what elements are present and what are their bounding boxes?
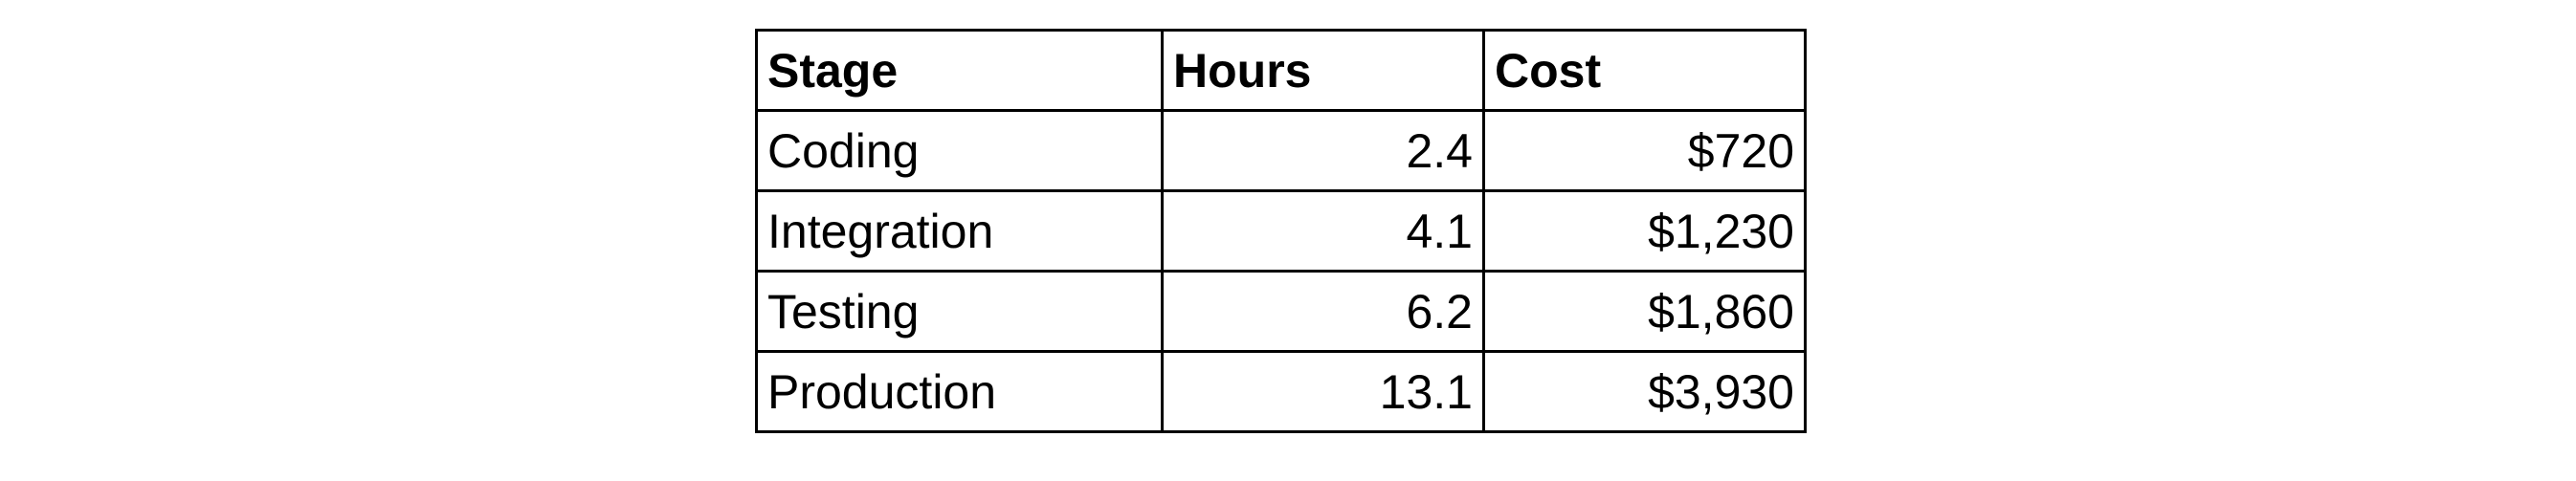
hours-cell: 4.1 (1161, 189, 1485, 273)
cost-cell: $1,860 (1482, 270, 1807, 353)
cost-cell: $1,230 (1482, 189, 1807, 273)
stage-cost-table: Stage Hours Cost Coding 2.4 $720 Integra… (755, 29, 1807, 433)
table-row: Integration 4.1 $1,230 (755, 189, 1807, 273)
table-row: Production 13.1 $3,930 (755, 350, 1807, 433)
table-row: Testing 6.2 $1,860 (755, 270, 1807, 353)
stage-cell: Testing (755, 270, 1164, 353)
cost-cell: $3,930 (1482, 350, 1807, 433)
cost-cell: $720 (1482, 109, 1807, 192)
column-header-cost: Cost (1482, 29, 1807, 112)
stage-cell: Integration (755, 189, 1164, 273)
column-header-hours: Hours (1161, 29, 1485, 112)
column-header-stage: Stage (755, 29, 1164, 112)
table-header-row: Stage Hours Cost (755, 29, 1807, 112)
table-row: Coding 2.4 $720 (755, 109, 1807, 192)
stage-cell: Coding (755, 109, 1164, 192)
stage-cell: Production (755, 350, 1164, 433)
hours-cell: 2.4 (1161, 109, 1485, 192)
stage-cost-table-container: Stage Hours Cost Coding 2.4 $720 Integra… (755, 29, 1807, 433)
hours-cell: 6.2 (1161, 270, 1485, 353)
hours-cell: 13.1 (1161, 350, 1485, 433)
